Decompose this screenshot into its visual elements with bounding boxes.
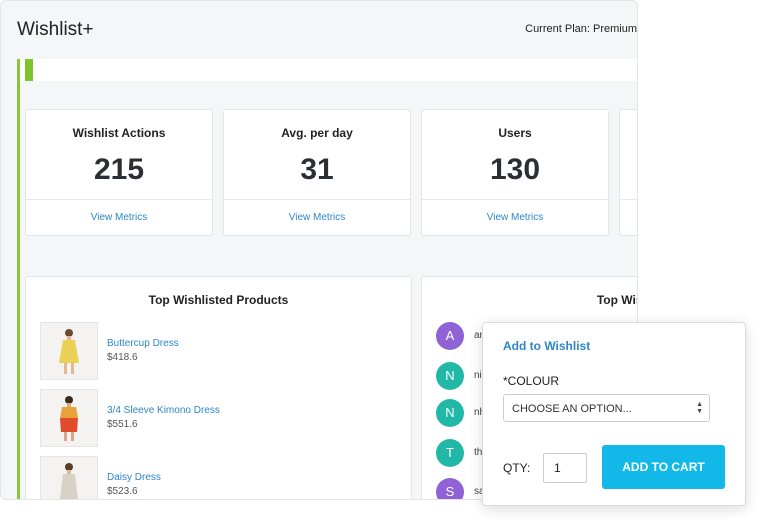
card-divider [26, 199, 212, 200]
popup-title: Add to Wishlist [503, 339, 591, 353]
user-name: sa [474, 486, 485, 497]
product-name-link[interactable]: Buttercup Dress [107, 338, 179, 349]
stat-label: Avg. per day [281, 126, 353, 140]
avatar: S [436, 478, 464, 499]
avatar: N [436, 399, 464, 427]
product-thumbnail[interactable] [40, 456, 98, 499]
product-price: $523.6 [107, 486, 138, 497]
stat-card-wishlist-actions: Wishlist Actions 215 View Metrics [25, 109, 213, 236]
app-window: Wishlist+ Current Plan: Premium Wishlist… [0, 0, 638, 500]
product-price: $551.6 [107, 419, 138, 430]
colour-label: *COLOUR [503, 374, 560, 388]
stat-label: Users [498, 126, 532, 140]
dress-image-icon [41, 390, 97, 446]
stat-value: 215 [93, 153, 145, 186]
stat-label: Wishlist Actions [72, 126, 166, 140]
qty-input[interactable] [543, 453, 587, 483]
banner [20, 59, 637, 81]
colour-select[interactable]: CHOOSE AN OPTION... ▲ ▼ [503, 394, 710, 422]
current-plan: Current Plan: Premium [525, 23, 637, 35]
product-name-link[interactable]: Daisy Dress [107, 472, 161, 483]
top-bar: Wishlist+ Current Plan: Premium [1, 1, 637, 59]
panel-title: Top Wishlisted Products [148, 293, 289, 307]
card-divider [620, 199, 637, 200]
top-products-panel: Top Wishlisted Products Buttercup Dress … [25, 276, 412, 499]
stat-card-users: Users 130 View Metrics [421, 109, 609, 236]
view-metrics-link[interactable]: View Metrics [486, 212, 544, 223]
select-arrows-icon: ▲ ▼ [696, 401, 703, 415]
add-to-cart-button[interactable]: ADD TO CART [602, 445, 725, 489]
view-metrics-link[interactable]: View Metrics [90, 212, 148, 223]
product-price: $418.6 [107, 352, 138, 363]
banner-tab [25, 59, 33, 81]
user-name: th [474, 447, 483, 458]
dress-image-icon [41, 323, 97, 379]
avatar: A [436, 322, 464, 350]
product-name-link[interactable]: 3/4 Sleeve Kimono Dress [107, 405, 220, 416]
card-divider [224, 199, 410, 200]
product-thumbnail[interactable] [40, 322, 98, 380]
avatar: T [436, 439, 464, 467]
user-name: nh [474, 407, 486, 418]
add-to-wishlist-popup: Add to Wishlist *COLOUR CHOOSE AN OPTION… [482, 322, 746, 506]
avatar: N [436, 362, 464, 390]
view-metrics-link[interactable]: View Metrics [288, 212, 346, 223]
user-name: ni [474, 370, 482, 381]
user-name: ar [474, 330, 483, 341]
stat-value: 31 [300, 153, 334, 186]
product-thumbnail[interactable] [40, 389, 98, 447]
app-title: Wishlist+ [17, 19, 94, 40]
qty-label: QTY: [503, 461, 531, 475]
panel-title: Top Wishlist U [596, 293, 637, 307]
dress-image-icon [41, 457, 97, 499]
colour-select-value: CHOOSE AN OPTION... [512, 403, 632, 415]
card-divider [422, 199, 608, 200]
stat-value: 130 [489, 153, 541, 186]
accent-line [17, 59, 20, 499]
stat-card-avg-per-day: Avg. per day 31 View Metrics [223, 109, 411, 236]
stat-card-partial [619, 109, 637, 236]
